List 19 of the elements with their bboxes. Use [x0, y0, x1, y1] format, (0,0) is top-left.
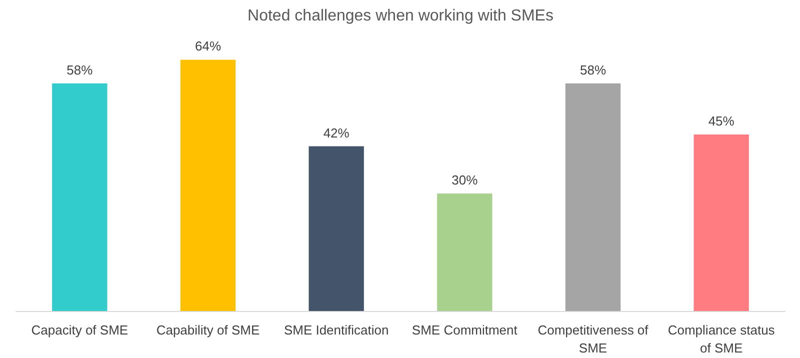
x-tick-label: SME Identification [284, 322, 389, 338]
data-label: 45% [708, 113, 735, 128]
bar [437, 193, 492, 312]
x-tick-label: Compliance status of SME [668, 322, 776, 356]
bar [308, 146, 364, 312]
x-tick-label: SME Commitment [412, 322, 518, 338]
data-label: 58% [580, 62, 606, 78]
x-tick-label: Capacity of SME [31, 322, 128, 338]
x-tick-label: Capability of SME [156, 322, 260, 338]
data-label: 30% [452, 172, 478, 188]
bar [694, 134, 749, 312]
bar [52, 83, 108, 312]
data-label: 58% [66, 62, 94, 78]
data-label: 42% [323, 125, 350, 140]
bar [565, 83, 621, 312]
data-label: 64% [194, 38, 222, 54]
chart-title: Noted challenges when working with SMEs [248, 8, 554, 24]
bar [180, 60, 236, 312]
x-tick-label: Competitiveness of SME [538, 322, 649, 356]
